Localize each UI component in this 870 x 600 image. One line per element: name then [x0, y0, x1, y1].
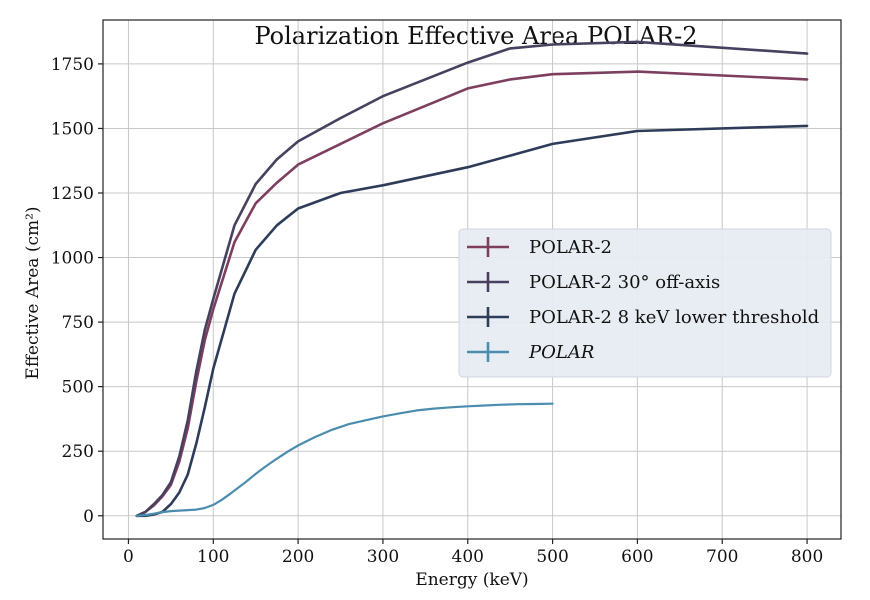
legend-entry-polar-2: POLAR-2	[467, 237, 612, 258]
y-tick-label: 500	[62, 378, 94, 398]
series-line-polar	[135, 402, 554, 517]
y-tick-label: 250	[62, 442, 94, 462]
series-line-polar-2-30-off-axis	[135, 40, 809, 518]
legend-entry-polar-2-8-kev-lower-threshold: POLAR-2 8 keV lower threshold	[467, 307, 819, 328]
legend-entry-polar: POLAR	[467, 342, 594, 363]
legend-label: POLAR-2 8 keV lower threshold	[529, 307, 819, 328]
x-tick-label: 600	[621, 547, 653, 567]
legend: POLAR-2 POLAR-2 30° off-axis POLAR-2 8 keV…	[458, 228, 832, 378]
x-tick-label: 100	[197, 547, 229, 567]
y-tick-label: 750	[62, 313, 94, 333]
y-axis: 0 250 500 750 1000 1250 1500 1750	[51, 55, 103, 527]
x-tick-label: 0	[123, 547, 134, 567]
y-tick-label: 1250	[51, 184, 94, 204]
legend-entry-polar-2-30-off-axis: POLAR-2 30° off-axis	[467, 272, 720, 293]
legend-box	[458, 228, 832, 378]
x-axis-label: Energy (keV)	[415, 570, 528, 590]
x-tick-label: 800	[791, 547, 823, 567]
x-tick-label: 700	[706, 547, 738, 567]
y-tick-label: 1000	[51, 249, 94, 269]
series-line-polar-2-8-kev-lower-threshold	[135, 124, 809, 518]
y-axis-label: Effective Area (cm²)	[23, 206, 43, 379]
series-layer	[135, 40, 809, 518]
y-tick-label: 1750	[51, 55, 94, 75]
y-tick-label: 0	[83, 507, 94, 527]
chart-title: Polarization Effective Area POLAR-2	[255, 22, 698, 50]
x-tick-label: 500	[536, 547, 568, 567]
legend-label: POLAR-2	[529, 237, 612, 258]
y-tick-label: 1500	[51, 119, 94, 139]
x-tick-label: 200	[282, 547, 314, 567]
legend-label: POLAR-2 30° off-axis	[529, 272, 720, 293]
legend-label: POLAR	[528, 342, 594, 363]
plot-frame	[102, 19, 842, 540]
x-tick-label: 400	[452, 547, 484, 567]
x-axis: 0 100 200 300 400 500 600 700 800	[123, 539, 823, 567]
x-tick-label: 300	[367, 547, 399, 567]
